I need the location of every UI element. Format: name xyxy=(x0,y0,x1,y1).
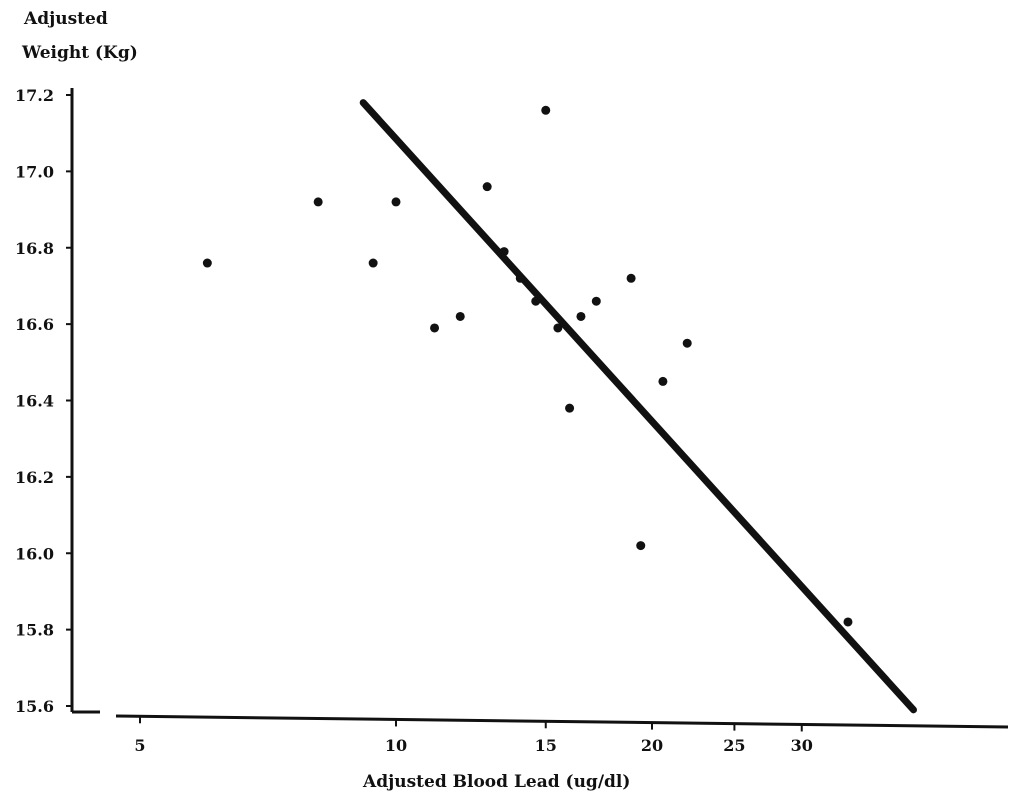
y-tick-label: 15.8 xyxy=(15,621,54,640)
data-point xyxy=(391,197,401,207)
regression-line xyxy=(359,99,917,714)
x-tick-label: 25 xyxy=(723,736,745,755)
data-point xyxy=(430,323,440,333)
data-point xyxy=(591,296,601,306)
data-point xyxy=(313,197,323,207)
y-tick-label: 15.6 xyxy=(15,697,54,716)
data-point xyxy=(626,273,636,283)
data-point xyxy=(455,311,465,321)
data-point xyxy=(541,105,551,115)
x-tick-label: 10 xyxy=(385,736,407,755)
data-point xyxy=(658,376,668,386)
x-axis xyxy=(115,714,1009,729)
data-points xyxy=(202,105,853,627)
data-point xyxy=(636,541,646,551)
data-point xyxy=(499,247,509,257)
data-point xyxy=(576,311,586,321)
x-axis-line xyxy=(115,714,1009,729)
y-tick-label: 16.0 xyxy=(15,544,54,563)
x-tick-label: 15 xyxy=(535,736,557,755)
y-tick-label: 16.4 xyxy=(15,392,54,411)
data-point xyxy=(368,258,378,268)
x-axis-title: Adjusted Blood Lead (ug/dl) xyxy=(362,772,630,792)
x-tick-label: 30 xyxy=(791,736,813,755)
x-tick-label: 5 xyxy=(134,736,145,755)
y-axis-title-line-1: Adjusted xyxy=(23,9,108,29)
x-ticks: 5 10 15 20 25 30 xyxy=(134,716,813,755)
data-point xyxy=(565,403,575,413)
data-point xyxy=(553,323,563,333)
y-axis xyxy=(70,88,100,714)
y-tick-label: 17.0 xyxy=(15,162,54,181)
data-point xyxy=(843,617,853,627)
y-tick-label: 16.8 xyxy=(15,239,54,258)
data-point xyxy=(202,258,212,268)
data-point xyxy=(531,296,541,306)
y-tick-label: 17.2 xyxy=(15,86,54,105)
y-tick-label: 16.6 xyxy=(15,315,54,334)
y-axis-title: Adjusted Weight (Kg) xyxy=(21,9,138,63)
data-point xyxy=(482,182,492,192)
x-tick-label: 20 xyxy=(641,736,663,755)
y-axis-title-line-2: Weight (Kg) xyxy=(21,43,138,63)
fit-line xyxy=(359,99,917,714)
y-ticks: 15.6 15.8 16.0 16.2 16.4 16.6 16.8 17.0 17.2 xyxy=(15,86,72,716)
data-point xyxy=(515,273,525,283)
data-point xyxy=(682,338,692,348)
y-tick-label: 16.2 xyxy=(15,468,54,487)
